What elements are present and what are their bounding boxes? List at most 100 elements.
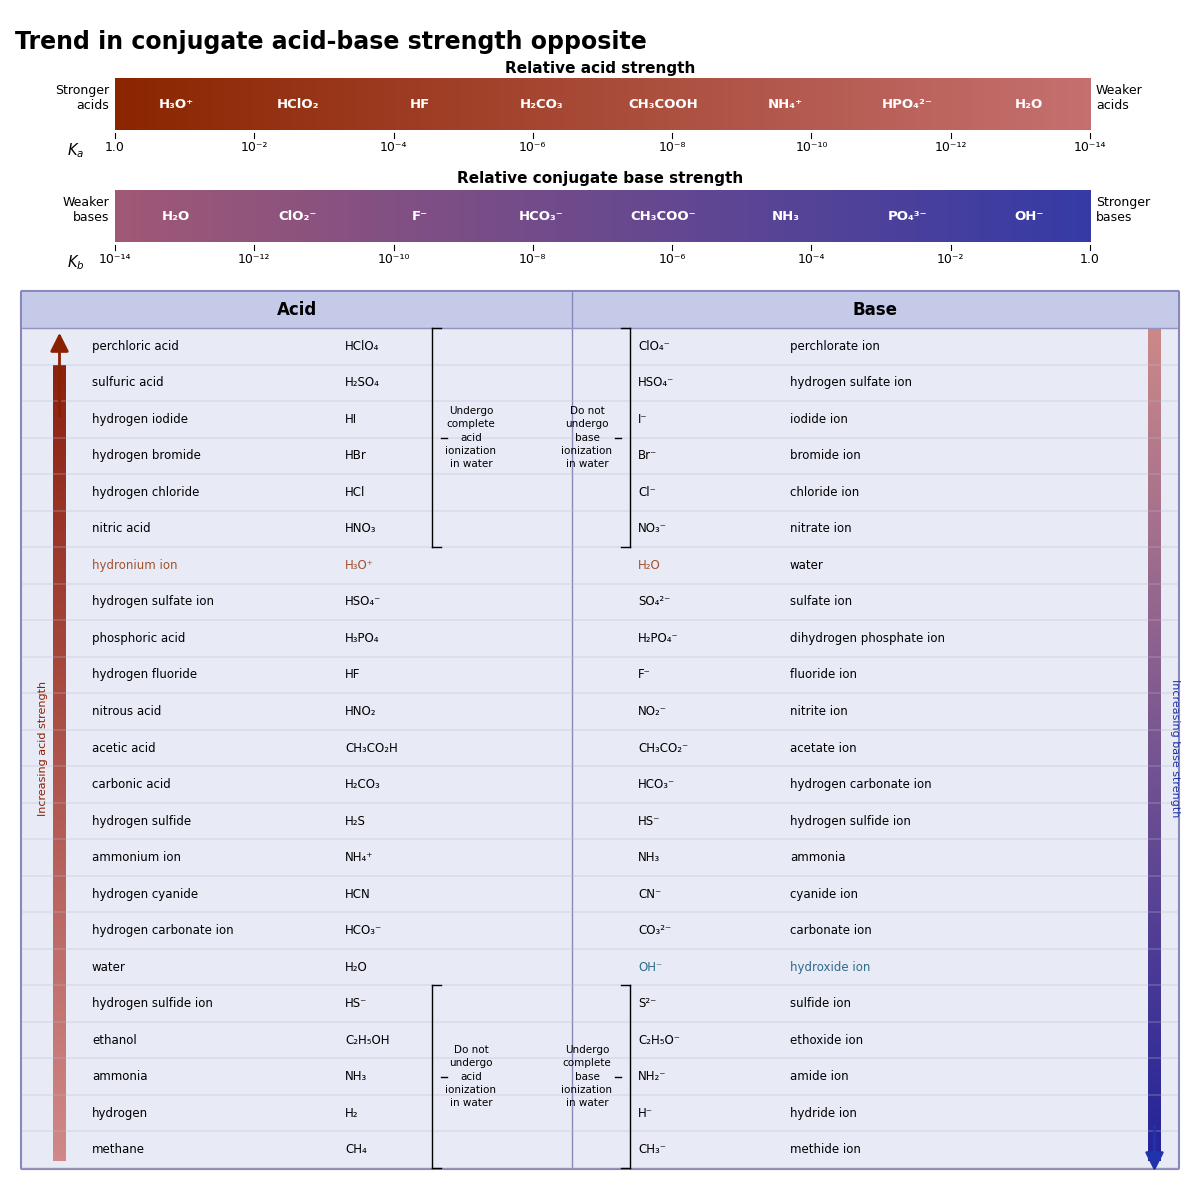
Bar bbox=[1148, 778, 1162, 781]
Bar bbox=[53, 515, 66, 519]
Bar bbox=[557, 190, 562, 242]
Bar bbox=[622, 190, 626, 242]
Text: sulfate ion: sulfate ion bbox=[790, 596, 852, 609]
Bar bbox=[762, 78, 766, 130]
Bar bbox=[606, 78, 610, 130]
Bar bbox=[53, 929, 66, 933]
Bar bbox=[1148, 469, 1162, 473]
Bar bbox=[570, 190, 575, 242]
Bar bbox=[1148, 370, 1162, 374]
Bar bbox=[1148, 478, 1162, 481]
Text: HCO₃⁻: HCO₃⁻ bbox=[520, 209, 564, 222]
Bar bbox=[125, 190, 130, 242]
Bar bbox=[1148, 397, 1162, 401]
Bar bbox=[1148, 671, 1162, 676]
Bar bbox=[1148, 422, 1162, 426]
Bar bbox=[1148, 389, 1162, 392]
Bar bbox=[856, 190, 860, 242]
Bar bbox=[966, 78, 971, 130]
Bar bbox=[53, 375, 66, 378]
Bar bbox=[163, 190, 168, 242]
Bar bbox=[304, 190, 307, 242]
Bar bbox=[319, 190, 324, 242]
Bar bbox=[778, 78, 782, 130]
Bar bbox=[1148, 461, 1162, 465]
Bar bbox=[1148, 417, 1162, 421]
Bar bbox=[275, 78, 278, 130]
Bar bbox=[53, 1112, 66, 1116]
Bar bbox=[1148, 1108, 1162, 1111]
Bar bbox=[566, 190, 571, 242]
Bar bbox=[1148, 500, 1162, 504]
Bar bbox=[631, 78, 636, 130]
Bar bbox=[53, 715, 66, 719]
Bar bbox=[281, 190, 286, 242]
Bar bbox=[1148, 362, 1162, 365]
Bar bbox=[1148, 966, 1162, 969]
Bar bbox=[856, 78, 860, 130]
Text: hydrogen sulfide ion: hydrogen sulfide ion bbox=[92, 998, 212, 1011]
Bar bbox=[762, 190, 766, 242]
Bar bbox=[821, 78, 824, 130]
Bar bbox=[121, 78, 126, 130]
Bar bbox=[475, 78, 480, 130]
Bar bbox=[992, 78, 997, 130]
Bar bbox=[271, 78, 275, 130]
Text: nitrous acid: nitrous acid bbox=[92, 704, 161, 717]
Bar bbox=[1148, 791, 1162, 795]
Bar bbox=[882, 78, 887, 130]
Bar bbox=[1148, 788, 1162, 792]
Bar bbox=[658, 78, 662, 130]
Bar bbox=[1087, 78, 1091, 130]
Bar bbox=[154, 78, 158, 130]
Bar bbox=[469, 78, 474, 130]
Bar bbox=[878, 190, 883, 242]
Bar bbox=[977, 190, 980, 242]
Text: F⁻: F⁻ bbox=[412, 209, 427, 222]
Bar bbox=[1148, 558, 1162, 561]
Bar bbox=[1148, 947, 1162, 950]
Bar bbox=[576, 190, 581, 242]
Bar bbox=[410, 190, 415, 242]
Bar bbox=[336, 78, 341, 130]
Bar bbox=[53, 839, 66, 843]
Bar bbox=[456, 190, 461, 242]
Bar bbox=[1055, 190, 1058, 242]
Bar bbox=[1048, 78, 1052, 130]
Bar bbox=[716, 190, 720, 242]
Bar bbox=[53, 865, 66, 869]
Bar bbox=[53, 449, 66, 453]
Bar bbox=[53, 368, 66, 371]
Bar bbox=[1078, 190, 1081, 242]
Text: CO₃²⁻: CO₃²⁻ bbox=[638, 924, 671, 937]
Bar bbox=[842, 190, 847, 242]
Bar bbox=[1148, 908, 1162, 911]
Bar bbox=[515, 190, 520, 242]
Bar bbox=[1148, 1021, 1162, 1025]
Bar bbox=[53, 807, 66, 811]
Bar bbox=[53, 669, 66, 673]
Bar bbox=[1084, 190, 1087, 242]
Bar bbox=[248, 78, 252, 130]
Bar bbox=[703, 190, 708, 242]
Bar bbox=[596, 190, 600, 242]
Bar bbox=[918, 78, 922, 130]
Bar bbox=[1148, 991, 1162, 994]
Bar bbox=[53, 886, 66, 890]
Bar bbox=[53, 1089, 66, 1092]
Bar bbox=[1148, 525, 1162, 528]
Text: iodide ion: iodide ion bbox=[790, 413, 848, 426]
Bar bbox=[1148, 677, 1162, 681]
Bar bbox=[1148, 974, 1162, 978]
Bar bbox=[197, 190, 200, 242]
Bar bbox=[1148, 400, 1162, 404]
Bar bbox=[193, 78, 197, 130]
Bar bbox=[466, 78, 470, 130]
Bar bbox=[408, 78, 412, 130]
Bar bbox=[1148, 933, 1162, 936]
Bar bbox=[226, 78, 229, 130]
Bar bbox=[1148, 358, 1162, 362]
Bar bbox=[943, 190, 948, 242]
Bar bbox=[1148, 706, 1162, 709]
Bar bbox=[385, 78, 389, 130]
